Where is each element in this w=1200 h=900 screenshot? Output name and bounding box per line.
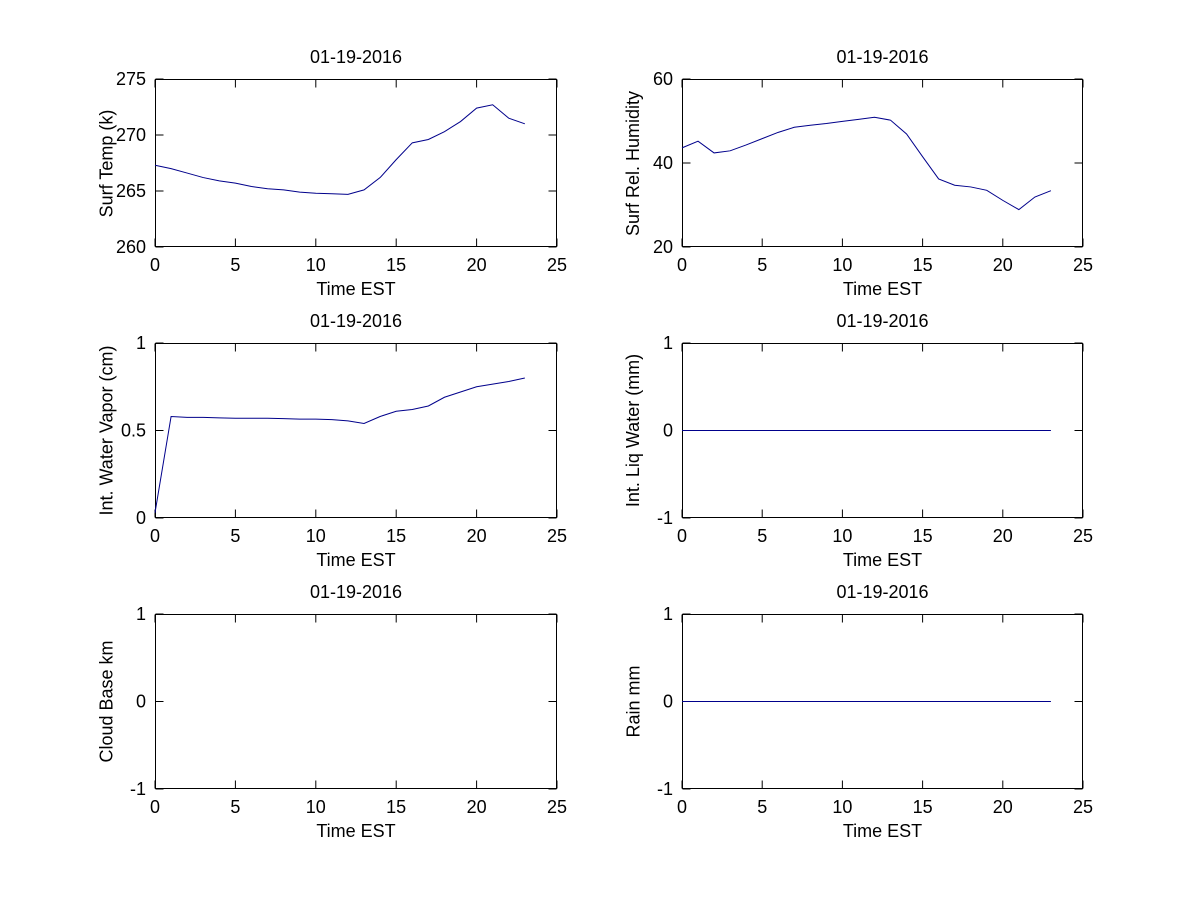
y-tick-label: 1 [663,604,673,624]
subplot-cloud-base: 01-19-2016 Cloud Base km 0 5 10 15 20 25 -1 0 1 … [97,582,568,841]
x-tick-label: 20 [467,255,487,275]
x-tick-label: 10 [306,255,326,275]
y-axis-label: Cloud Base km [96,640,117,763]
x-tick-label: 10 [832,797,852,817]
x-tick-label: 15 [386,797,406,817]
y-tick-label: 0 [136,692,146,712]
data-line-surf-rel-humidity [681,116,1052,211]
x-tick-label: 10 [306,526,326,546]
x-tick-label: 25 [1073,797,1093,817]
x-tick-label: 5 [757,255,767,275]
x-tick-label: 0 [150,526,160,546]
y-tick-label: 1 [136,604,146,624]
axes-box [682,79,1083,247]
x-axis-label: Time EST [316,550,396,570]
y-axis-label: Surf Temp (k) [96,109,117,217]
subplot-surf-temp: 01-19-2016 Surf Temp (k) 0 5 10 15 20 25 260 26… [97,47,568,299]
plot-area-rain: 0 5 10 15 20 25-101 [657,604,1093,817]
x-tick-label: 20 [993,526,1013,546]
plot-title: 01-19-2016 [309,47,403,67]
x-tick-label: 20 [467,526,487,546]
x-tick-label: 25 [1073,255,1093,275]
y-tick-label: -1 [657,508,673,528]
x-tick-label: 20 [467,797,487,817]
x-tick-label: 0 [677,526,687,546]
y-tick-label: 40 [653,153,673,173]
plot-title: 01-19-2016 [836,582,929,602]
y-axis-label: Rain mm [623,665,644,738]
plot-title: 01-19-2016 [309,582,403,602]
y-tick-label: 1 [663,333,673,353]
y-axis-label: Int. Water Vapor (cm) [96,345,117,516]
y-tick-label: 0 [663,692,673,712]
x-tick-label: 15 [913,797,933,817]
subplot-int-liq-water: 01-19-2016 Int. Liq Water (mm) 0 5 10 15 20 2… [624,311,1094,570]
y-tick-label: 270 [116,125,146,145]
x-tick-label: 0 [150,797,160,817]
x-tick-label: 10 [832,526,852,546]
y-tick-label: -1 [657,779,673,799]
x-tick-label: 25 [547,255,567,275]
subplot-surf-rel-humidity: 01-19-2016 Surf Rel. Humidity 0 5 10 15 20 25… [624,47,1094,299]
x-tick-label: 5 [230,526,240,546]
x-axis-label: Time EST [842,279,923,299]
x-tick-label: 0 [150,255,160,275]
y-tick-label: -1 [130,779,146,799]
x-tick-label: 25 [547,797,567,817]
x-tick-label: 5 [757,526,767,546]
x-axis-label: Time EST [316,279,396,299]
axes-box [155,614,557,789]
y-tick-label: 275 [116,69,146,89]
y-tick-label: 0 [663,421,673,441]
y-tick-label: 0.5 [121,421,146,441]
axes-box [155,343,557,518]
plot-area-surf-rel-humidity: 0 5 10 15 20 25 20 40 60 [653,69,1093,275]
plot-title: 01-19-2016 [836,47,929,67]
x-axis-label: Time EST [842,821,923,841]
x-tick-label: 15 [386,526,406,546]
subplot-int-water-vapor: 01-19-2016 Int. Water Vapor (cm) 0 5 10 15 2… [97,311,568,570]
plot-title: 01-19-2016 [309,311,403,331]
x-tick-label: 15 [386,255,406,275]
x-tick-label: 20 [993,797,1013,817]
x-axis-label: Time EST [316,821,396,841]
data-line-int-water-vapor [154,377,525,513]
x-tick-label: 0 [677,797,687,817]
y-tick-label: 20 [653,237,673,257]
x-axis-label: Time EST [842,550,923,570]
plot-area-surf-temp: 0 5 10 15 20 25 260 265 270 275 [116,69,567,275]
subplot-rain: 01-19-2016 Rain mm 0 5 10 15 20 25 -1 0 1 Time E… [624,582,1094,841]
plot-area-int-liq-water: 0 5 10 15 20 25-101 [657,333,1093,546]
x-tick-label: 5 [757,797,767,817]
data-line-surf-temp [154,104,526,195]
x-tick-label: 25 [547,526,567,546]
plot-title: 01-19-2016 [836,311,929,331]
y-tick-label: 260 [116,237,146,257]
x-tick-label: 20 [993,255,1013,275]
x-tick-label: 15 [913,255,933,275]
y-tick-label: 0 [136,508,146,528]
x-tick-label: 5 [230,255,240,275]
x-tick-label: 25 [1073,526,1093,546]
y-tick-label: 1 [136,333,146,353]
y-axis-label: Surf Rel. Humidity [623,90,644,236]
x-tick-label: 5 [230,797,240,817]
plot-area-cloud-base: 0 5 10 15 20 25-101 [130,604,567,817]
y-tick-label: 265 [116,181,146,201]
axes-box [155,79,557,247]
x-tick-label: 10 [832,255,852,275]
x-tick-label: 0 [677,255,687,275]
x-tick-label: 10 [306,797,326,817]
plot-area-int-water-vapor: 0 5 10 15 20 25 0 0.5 1 [121,333,567,546]
y-axis-label: Int. Liq Water (mm) [623,353,644,508]
x-tick-label: 15 [913,526,933,546]
y-tick-label: 60 [653,69,673,89]
